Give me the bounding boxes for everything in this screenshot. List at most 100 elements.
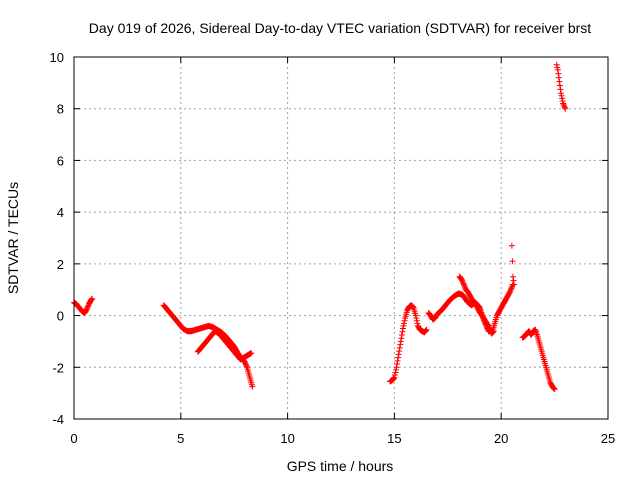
data-point [393,366,400,373]
data-point [490,328,497,335]
data-point [557,86,564,93]
x-tick-label: 20 [494,431,508,446]
data-point [509,273,516,280]
data-point [485,324,492,331]
data-point [394,357,401,364]
data-point [398,331,405,338]
data-point [414,320,421,327]
y-tick-label: 2 [57,257,64,272]
data-point [486,325,493,332]
data-point [508,242,515,249]
data-point [561,103,568,110]
data-point [242,360,249,367]
plot-frame [73,56,609,420]
data-point [556,82,563,89]
data-point [413,315,420,322]
data-point [396,348,403,355]
data-point [88,297,95,304]
data-point [559,95,566,102]
data-point [558,90,565,97]
data-point [89,295,96,302]
data-point [510,277,517,284]
x-tick-label: 25 [601,431,615,446]
data-point [511,281,518,288]
x-tick-label: 0 [70,431,77,446]
data-point [555,74,562,81]
data-point [507,288,514,295]
data-point [458,276,465,283]
x-axis-title: GPS time / hours [287,458,394,474]
data-point [83,306,90,313]
data-point [410,304,417,311]
data-point [401,317,408,324]
data-point [560,100,567,107]
data-point [486,326,493,333]
data-point [413,317,420,324]
data-point [395,354,402,361]
data-point [396,344,403,351]
data-point [394,361,401,368]
chart-title: Day 019 of 2026, Sidereal Day-to-day VTE… [89,20,591,36]
y-tick-label: 10 [50,50,64,65]
data-point [391,374,398,381]
tick-labels: 0 5 10 15 20 25 -4 -2 0 2 4 6 8 10 [50,50,616,446]
gridlines [74,57,608,419]
data-points [71,61,569,393]
y-tick-label: -4 [52,412,64,427]
data-point [509,258,516,265]
data-point [461,282,468,289]
data-point [397,341,404,348]
data-point [422,327,429,334]
data-point [508,285,515,292]
data-point [562,105,569,112]
data-point [398,335,405,342]
axis-ticks [73,56,609,420]
data-point [399,325,406,332]
x-tick-label: 10 [280,431,294,446]
data-point [399,328,406,335]
y-tick-label: -2 [52,360,64,375]
data-point [490,328,497,335]
data-point [459,278,466,285]
data-point [550,384,557,391]
data-point [412,312,419,319]
data-point [555,70,562,77]
data-point [459,277,466,284]
data-point [556,78,563,85]
data-point [460,280,467,287]
y-tick-label: 8 [57,102,64,117]
data-point [391,372,398,379]
data-point [551,386,558,393]
x-tick-label: 5 [177,431,184,446]
data-point [248,350,255,357]
y-tick-label: 4 [57,205,64,220]
data-point [392,369,399,376]
data-point [506,289,513,296]
data-point [390,375,397,382]
data-point [554,66,561,73]
data-point [551,385,558,392]
data-point [243,362,250,369]
data-point [393,364,400,371]
data-point [422,328,429,335]
data-point [558,92,565,99]
data-point [507,286,514,293]
data-point [88,296,95,303]
data-point [553,61,560,68]
data-point [554,64,561,71]
data-point [397,338,404,345]
data-point [400,322,407,329]
x-tick-label: 15 [387,431,401,446]
data-point [395,351,402,358]
data-point [249,383,256,390]
data-point [561,104,568,111]
data-point [559,97,566,104]
data-point [409,303,416,310]
data-point [242,361,249,368]
data-point [390,375,397,382]
y-tick-label: 6 [57,153,64,168]
data-point [401,320,408,327]
y-tick-label: 0 [57,309,64,324]
